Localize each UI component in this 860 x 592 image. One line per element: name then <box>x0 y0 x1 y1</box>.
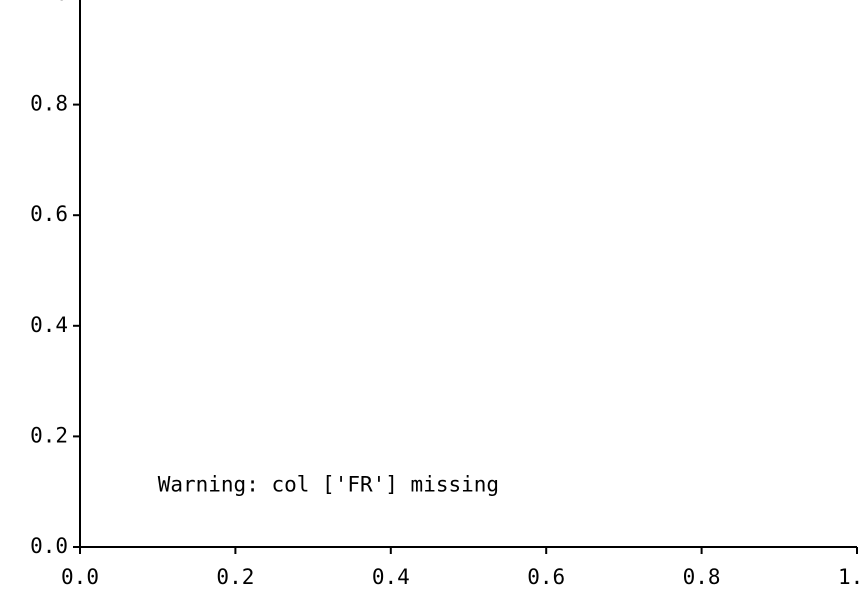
x-tick-label: 0.4 <box>372 565 410 589</box>
x-tick-label: 1.0 <box>838 565 860 589</box>
y-tick-label: 0.2 <box>30 423 68 447</box>
warning-annotation: Warning: col ['FR'] missing <box>158 473 499 497</box>
x-tick-label: 0.6 <box>527 565 565 589</box>
x-tick-label: 0.8 <box>683 565 721 589</box>
x-tick-label: 0.2 <box>216 565 254 589</box>
x-tick-label: 0.0 <box>61 565 99 589</box>
y-tick-label: 0.8 <box>30 92 68 116</box>
y-tick-label: 0.0 <box>30 534 68 558</box>
y-axis-ticks: 0.0 0.2 0.4 0.6 0.8 1.0 <box>30 0 80 558</box>
y-tick-label: 1.0 <box>30 0 68 5</box>
y-tick-label: 0.6 <box>30 202 68 226</box>
y-tick-label: 0.4 <box>30 313 68 337</box>
x-axis-ticks: 0.0 0.2 0.4 0.6 0.8 1.0 <box>61 547 860 589</box>
chart-annotations: Warning: col ['FR'] missing <box>158 473 499 497</box>
